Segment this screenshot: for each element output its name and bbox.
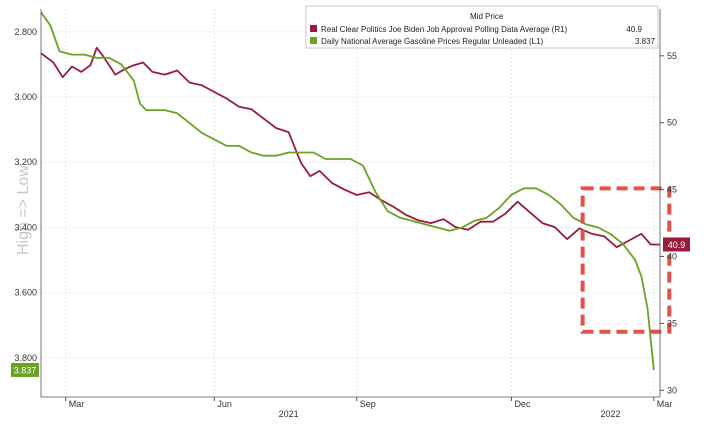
left-tick-label: 3.200 — [14, 157, 37, 167]
left-tick-label: 3.000 — [14, 92, 37, 102]
approval-last-badge — [663, 237, 690, 252]
right-axis: 55 50 45 40 35 30 — [659, 9, 677, 397]
x-year-label: 2021 — [279, 409, 299, 419]
last-value-badges: 40.9 3.837 — [11, 237, 690, 377]
legend: Mid Price Real Clear Politics Joe Biden … — [305, 5, 659, 49]
x-axis: Mar Jun Sep Dec Mar 2021 2022 — [41, 396, 673, 419]
series-layer — [40, 11, 660, 370]
plot-background — [41, 9, 660, 397]
x-tick-label: Jun — [217, 399, 232, 409]
right-tick-label: 55 — [667, 51, 677, 61]
legend-value-gasoline: 3.837 — [635, 37, 656, 46]
x-year-label: 2022 — [600, 409, 620, 419]
x-tick-label: Mar — [69, 399, 85, 409]
x-tick-label: Mar — [657, 399, 673, 409]
legend-swatch-gasoline — [310, 37, 317, 44]
legend-title: Mid Price — [470, 12, 504, 21]
legend-label-gasoline: Daily National Average Gasoline Prices R… — [321, 37, 544, 46]
left-tick-label: 3.800 — [14, 353, 37, 363]
right-tick-label: 45 — [667, 185, 677, 195]
legend-label-approval: Real Clear Politics Joe Biden Job Approv… — [321, 25, 568, 34]
highlight-box — [580, 186, 672, 334]
legend-box — [305, 5, 659, 49]
left-tick-label: 3.600 — [14, 288, 37, 298]
approval-last-value: 40.9 — [668, 240, 686, 250]
watermark-text: High => Low — [15, 165, 32, 255]
left-tick-label: 2.800 — [14, 27, 37, 37]
right-tick-label: 35 — [667, 318, 677, 328]
right-tick-label: 30 — [667, 385, 677, 395]
x-tick-label: Sep — [360, 399, 376, 409]
plot-area: High => Low — [15, 9, 672, 397]
x-tick-label: Dec — [514, 399, 531, 409]
gasoline-last-value: 3.837 — [14, 365, 37, 375]
right-tick-label: 40 — [667, 252, 677, 262]
gasoline-last-badge — [11, 362, 39, 377]
legend-swatch-approval — [310, 25, 317, 32]
left-axis: 2.800 3.000 3.200 3.400 3.600 3.800 — [14, 9, 42, 397]
series-line-gasoline — [40, 11, 655, 370]
left-tick-label: 3.400 — [14, 222, 37, 232]
series-line-approval — [40, 46, 660, 249]
legend-value-approval: 40.9 — [626, 25, 642, 34]
right-tick-label: 50 — [667, 118, 677, 128]
